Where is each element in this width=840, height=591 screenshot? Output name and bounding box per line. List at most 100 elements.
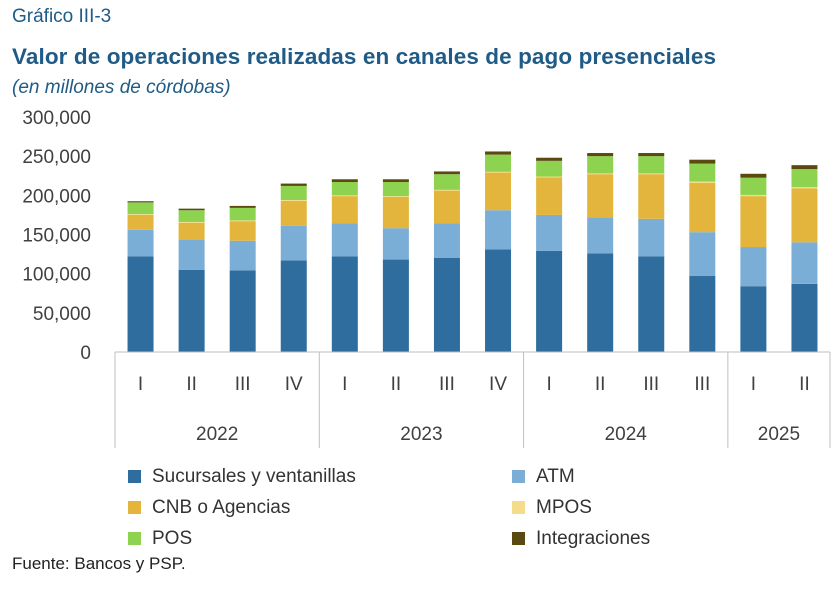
legend-label: Integraciones (536, 528, 650, 549)
legend-label: MPOS (536, 497, 592, 518)
bar-segment (433, 258, 460, 352)
bar-segment (178, 210, 205, 222)
x-group-label: 2024 (605, 424, 648, 445)
bar-segment (740, 177, 767, 195)
bar-segment (638, 256, 665, 352)
bar-segment (791, 242, 818, 284)
bar-segment (485, 210, 512, 250)
bar-segment (485, 151, 512, 155)
y-tick-label: 300,000 (22, 108, 91, 129)
legend-swatch (128, 501, 141, 514)
chart-subtitle: (en millones de córdobas) (12, 77, 231, 98)
bar-segment (280, 260, 307, 352)
bar-segment (433, 189, 460, 191)
x-category-label: IV (285, 374, 303, 395)
x-category-label: I (138, 374, 143, 395)
x-category-label: II (391, 374, 402, 395)
bar-segment (280, 200, 307, 201)
bar-segment (587, 153, 614, 157)
bar-segment (536, 250, 563, 352)
bar-segment (587, 253, 614, 352)
x-group-label: 2025 (758, 424, 800, 445)
bar-segment (740, 286, 767, 352)
source-note: Fuente: Bancos y PSP. (12, 554, 186, 573)
bar-segment (587, 174, 614, 218)
bar-segment (791, 187, 818, 189)
bar-segment (689, 232, 716, 277)
legend: Sucursales y ventanillas ATM CNB o Agencia… (128, 466, 650, 549)
x-category-label: II (595, 374, 606, 395)
bar-segment (229, 207, 256, 221)
bar-segment (587, 173, 614, 175)
bar-segment (791, 283, 818, 352)
legend-label: POS (152, 528, 192, 549)
bar-segment (689, 181, 716, 183)
bar-segment (689, 182, 716, 233)
x-category-label: III (694, 374, 710, 395)
legend-label: CNB o Agencias (152, 497, 290, 518)
bar-segment (740, 194, 767, 197)
bar-segment (127, 214, 154, 215)
bar-segment (433, 190, 460, 224)
legend-label: ATM (536, 466, 575, 487)
bar-segment (229, 240, 256, 271)
bar-segment (382, 228, 409, 260)
bar-segment (740, 196, 767, 248)
x-category-label: I (342, 374, 347, 395)
legend-swatch (512, 501, 525, 514)
bar-segment (536, 160, 563, 177)
bar-segment (689, 276, 716, 352)
bar-segment (280, 183, 307, 186)
bar-segment (280, 185, 307, 201)
bar-segment (280, 225, 307, 261)
bar-segment (740, 173, 767, 178)
bar-segment (127, 201, 154, 203)
bar-segment (791, 169, 818, 188)
bar-segment (536, 177, 563, 215)
bar-segment (638, 173, 665, 175)
chart-title: Valor de operaciones realizadas en canal… (12, 44, 717, 69)
bar-segment (638, 218, 665, 257)
bar-segment (178, 269, 205, 352)
bar-segment (485, 249, 512, 352)
bar-segment (382, 259, 409, 352)
bar-segment (433, 171, 460, 175)
x-category-label: I (751, 374, 756, 395)
bar-segment (178, 208, 205, 211)
bar-segment (791, 165, 818, 170)
bar-segment (689, 159, 716, 164)
bar-segment (485, 154, 512, 172)
y-tick-label: 150,000 (22, 226, 91, 247)
bar-segment (229, 221, 256, 241)
bar-segment (382, 196, 409, 229)
bar-segment (740, 247, 767, 287)
bar-segment (331, 179, 358, 183)
x-category-label: II (799, 374, 810, 395)
legend-swatch (512, 470, 525, 483)
bar-segment (331, 196, 358, 224)
x-category-label: I (546, 374, 551, 395)
bar-segment (485, 171, 512, 173)
y-tick-label: 250,000 (22, 147, 91, 168)
bar-segment (331, 256, 358, 352)
bar-segment (536, 176, 563, 178)
bar-segment (331, 223, 358, 257)
bar-segment (331, 182, 358, 196)
bar-segment (536, 157, 563, 161)
x-group-label: 2023 (400, 424, 442, 445)
bar-segment (229, 205, 256, 208)
x-category-label: III (235, 374, 251, 395)
bar-segment (127, 214, 154, 230)
y-tick-label: 100,000 (22, 265, 91, 286)
bars-layer (127, 151, 818, 352)
bar-segment (638, 153, 665, 157)
y-tick-label: 50,000 (33, 304, 91, 325)
legend-swatch (128, 470, 141, 483)
x-category-label: III (643, 374, 659, 395)
bar-segment (178, 221, 205, 223)
x-category-label: III (439, 374, 455, 395)
bar-segment (127, 256, 154, 352)
bar-segment (536, 214, 563, 251)
